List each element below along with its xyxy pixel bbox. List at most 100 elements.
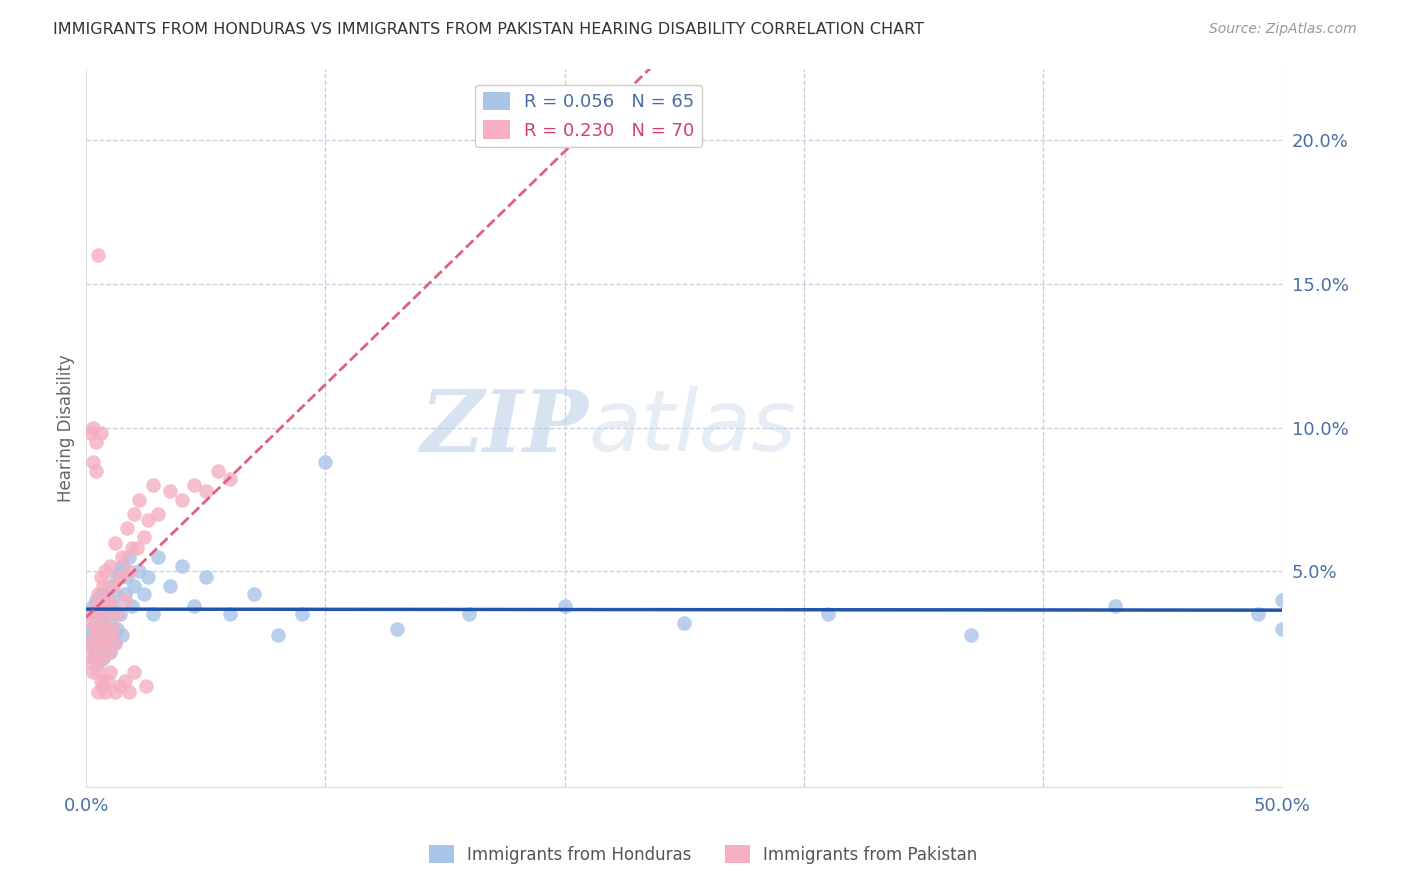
Point	[121, 541, 143, 556]
Point	[554, 599, 576, 613]
Point	[242, 587, 264, 601]
Point	[1271, 622, 1294, 636]
Point	[91, 615, 114, 630]
Point	[104, 636, 127, 650]
Point	[128, 492, 150, 507]
Legend: R = 0.056   N = 65, R = 0.230   N = 70: R = 0.056 N = 65, R = 0.230 N = 70	[475, 85, 702, 147]
Point	[128, 565, 150, 579]
Point	[111, 549, 134, 564]
Point	[183, 478, 205, 492]
Point	[122, 579, 145, 593]
Point	[142, 478, 165, 492]
Point	[146, 549, 169, 564]
Point	[84, 435, 107, 450]
Point	[90, 613, 112, 627]
Point	[82, 420, 104, 434]
Point	[87, 248, 110, 262]
Point	[87, 665, 110, 679]
Point	[111, 558, 134, 573]
Point	[82, 627, 104, 641]
Point	[80, 615, 103, 630]
Point	[94, 636, 117, 650]
Point	[1271, 593, 1294, 607]
Point	[132, 530, 155, 544]
Point	[82, 599, 104, 613]
Point	[91, 579, 114, 593]
Point	[87, 685, 110, 699]
Point	[101, 622, 124, 636]
Text: ZIP: ZIP	[420, 386, 589, 469]
Point	[97, 599, 120, 613]
Point	[84, 593, 107, 607]
Point	[118, 565, 141, 579]
Point	[98, 645, 121, 659]
Point	[84, 645, 107, 659]
Point	[90, 636, 112, 650]
Point	[266, 627, 288, 641]
Point	[817, 607, 839, 622]
Point	[104, 587, 127, 601]
Point	[101, 579, 124, 593]
Point	[108, 607, 131, 622]
Point	[98, 579, 121, 593]
Point	[108, 565, 131, 579]
Point	[101, 599, 124, 613]
Point	[77, 636, 100, 650]
Point	[105, 570, 128, 584]
Point	[77, 636, 100, 650]
Point	[1247, 607, 1270, 622]
Point	[87, 607, 110, 622]
Point	[82, 650, 104, 665]
Point	[87, 587, 110, 601]
Point	[84, 627, 107, 641]
Point	[218, 472, 240, 486]
Point	[82, 607, 104, 622]
Point	[82, 455, 104, 469]
Point	[94, 685, 117, 699]
Point	[90, 570, 112, 584]
Point	[91, 679, 114, 693]
Point	[97, 593, 120, 607]
Point	[673, 615, 696, 630]
Point	[91, 679, 114, 693]
Point	[87, 657, 110, 671]
Point	[94, 587, 117, 601]
Point	[135, 679, 157, 693]
Point	[91, 650, 114, 665]
Point	[90, 673, 112, 688]
Point	[84, 615, 107, 630]
Point	[105, 622, 128, 636]
Point	[1104, 599, 1126, 613]
Point	[104, 636, 127, 650]
Point	[115, 570, 138, 584]
Point	[138, 513, 160, 527]
Point	[87, 627, 110, 641]
Point	[114, 673, 136, 688]
Point	[118, 549, 141, 564]
Point	[146, 507, 169, 521]
Point	[98, 599, 121, 613]
Point	[132, 587, 155, 601]
Point	[90, 636, 112, 650]
Point	[194, 570, 217, 584]
Point	[94, 565, 117, 579]
Point	[960, 627, 983, 641]
Point	[91, 622, 114, 636]
Point	[159, 579, 181, 593]
Point	[122, 665, 145, 679]
Point	[82, 645, 104, 659]
Point	[80, 622, 103, 636]
Point	[207, 464, 229, 478]
Point	[97, 627, 120, 641]
Point	[91, 599, 114, 613]
Point	[159, 483, 181, 498]
Text: Source: ZipAtlas.com: Source: ZipAtlas.com	[1209, 22, 1357, 37]
Point	[121, 599, 143, 613]
Legend: Immigrants from Honduras, Immigrants from Pakistan: Immigrants from Honduras, Immigrants fro…	[422, 838, 984, 871]
Point	[98, 645, 121, 659]
Text: IMMIGRANTS FROM HONDURAS VS IMMIGRANTS FROM PAKISTAN HEARING DISABILITY CORRELAT: IMMIGRANTS FROM HONDURAS VS IMMIGRANTS F…	[53, 22, 924, 37]
Point	[94, 607, 117, 622]
Point	[97, 627, 120, 641]
Point	[458, 607, 481, 622]
Point	[118, 685, 141, 699]
